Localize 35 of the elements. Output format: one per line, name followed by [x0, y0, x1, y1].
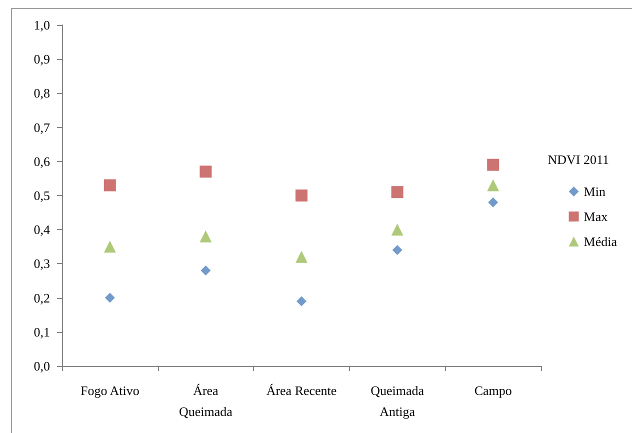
point: [104, 240, 116, 253]
y-tick-label: 0,1: [34, 324, 50, 340]
point: [200, 166, 212, 178]
y-tick-label: 0,4: [34, 222, 50, 238]
point: [104, 292, 115, 303]
y-tick-label: 0,7: [34, 120, 50, 135]
y-tick-label: 0,8: [34, 86, 50, 101]
legend-label: Min: [584, 184, 606, 199]
point: [296, 250, 308, 263]
x-tick-label: Área Recente: [266, 383, 337, 398]
x-tick-label: Área Queimada: [178, 383, 233, 419]
x-tick-label: Fogo Ativo: [80, 383, 140, 398]
point: [488, 197, 498, 208]
y-tick-label: 0,0: [34, 358, 50, 374]
point: [392, 245, 402, 256]
legend-title: NDVI 2011: [548, 152, 610, 167]
point: [391, 224, 404, 236]
point: [487, 179, 500, 192]
point: [104, 179, 116, 192]
legend-label: Max: [584, 209, 608, 224]
point: [200, 230, 212, 242]
y-tick-label: 0,9: [34, 52, 50, 67]
point: [487, 158, 500, 171]
y-tick-label: 0,3: [34, 256, 50, 272]
y-tick-label: 0,6: [34, 154, 50, 169]
point: [296, 190, 308, 202]
point: [391, 186, 404, 198]
point: [200, 266, 211, 276]
x-tick-label: Queimada Antiga: [370, 383, 424, 419]
point: [296, 296, 306, 306]
y-tick-label: 1,0: [34, 18, 50, 32]
y-tick-label: 0,2: [34, 290, 50, 306]
legend-label: Média: [584, 234, 618, 249]
y-tick-label: 0,5: [34, 188, 50, 203]
x-tick-label: Campo: [474, 383, 512, 398]
